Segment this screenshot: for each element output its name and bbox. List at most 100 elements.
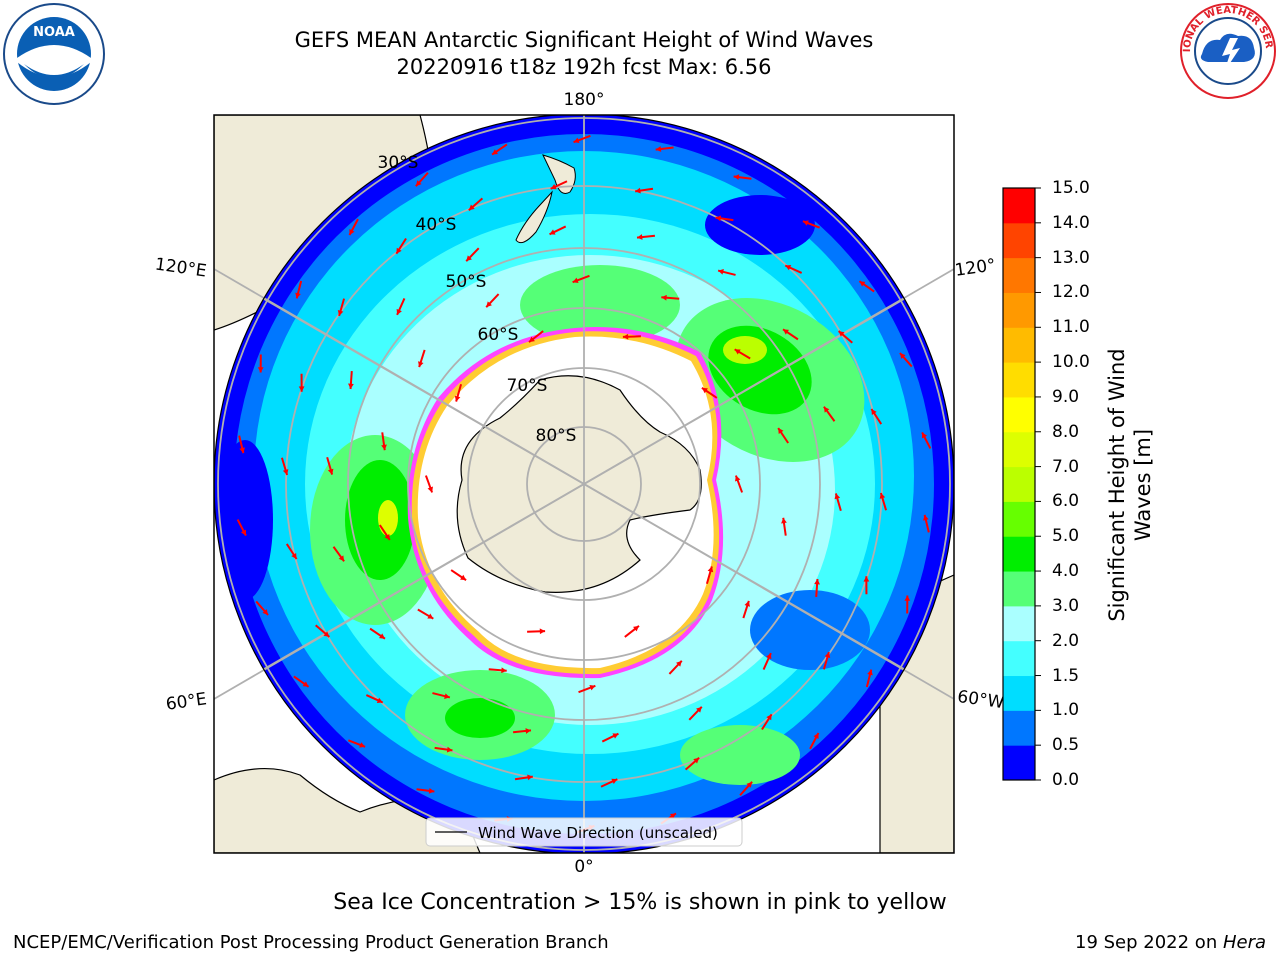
wave-arrow-head	[867, 669, 873, 676]
wave-arrow-head	[637, 234, 643, 240]
wave-arrow-head	[291, 553, 297, 560]
wave-arrow-head	[427, 486, 433, 493]
wave-arrow-head	[327, 468, 334, 475]
lon-label-180: 180°	[564, 90, 605, 110]
wave-arrow-head	[813, 732, 819, 739]
wave-arrow-head	[676, 660, 682, 667]
wave-arrow-head	[734, 349, 741, 355]
colorbar-segment	[1003, 188, 1035, 224]
wave-arrow-head	[696, 706, 702, 713]
colorbar-segment	[1003, 710, 1035, 746]
colorbar-tick-label: 1.5	[1052, 665, 1080, 686]
wave-arrow-head	[871, 408, 877, 415]
wave-arrow-head	[572, 277, 579, 284]
wave-arrow-head	[693, 757, 700, 764]
wave-arrow-head	[778, 428, 784, 435]
wave-arrow-head	[381, 444, 387, 451]
wave-arrow-head	[923, 514, 929, 521]
colorbar-tick-label: 11.0	[1052, 317, 1090, 338]
colorbar-segment	[1003, 327, 1035, 363]
chart-title: GEFS MEAN Antarctic Significant Height o…	[294, 28, 874, 52]
wave-arrow-head	[744, 600, 750, 607]
colorbar-tick-label: 8.0	[1052, 421, 1080, 442]
wave-arrow-head	[707, 566, 714, 573]
wave-arrow-head	[460, 574, 467, 581]
lon-label-0: 0°	[574, 857, 593, 877]
wave-arrow-head	[427, 613, 434, 619]
colorbar-segment	[1003, 605, 1035, 642]
colorbar-tick-label: 12.0	[1052, 282, 1090, 303]
wave-arrow-head	[282, 469, 289, 475]
wave-arrow-head	[257, 367, 264, 373]
wave-arrow-head	[766, 714, 772, 721]
wave-arrow-head	[701, 387, 708, 394]
wave-arrow-head	[323, 631, 330, 637]
wave-arrow-head	[904, 595, 911, 601]
wave-arrow-head	[446, 746, 453, 753]
colorbar-tick-label: 3.0	[1052, 595, 1080, 616]
wave-arrow-head	[384, 533, 390, 540]
colorbar-segment	[1003, 222, 1035, 259]
lon-label-120w: 120°	[954, 255, 997, 281]
colorbar-segment	[1003, 431, 1035, 468]
legend-label: Wind Wave Direction (unscaled)	[478, 824, 718, 842]
wave-arrow-head	[661, 294, 667, 301]
wave-arrow-head	[879, 493, 886, 499]
colorbar-tick-label: 9.0	[1052, 386, 1080, 407]
wave-arrow-head	[859, 281, 866, 287]
colorbar-tick-label: 5.0	[1052, 526, 1080, 547]
wave-arrow-head	[492, 149, 499, 155]
graticule	[214, 115, 954, 853]
wave-arrow-head	[379, 633, 385, 639]
colorbar-tick-label: 4.0	[1052, 561, 1080, 582]
wave-arrow-head	[338, 555, 345, 562]
wave-arrow-head	[302, 681, 309, 687]
wave-arrow-head	[376, 697, 383, 703]
colorbar-segment	[1003, 292, 1035, 328]
wave-arrow-head	[239, 447, 245, 454]
wave-arrow-head	[838, 331, 845, 337]
map-legend: Wind Wave Direction (unscaled)	[425, 817, 743, 847]
colorbar-segment	[1003, 396, 1035, 433]
colorbar-tick-label: 10.0	[1052, 352, 1090, 373]
sea-ice-note: Sea Ice Concentration > 15% is shown in …	[333, 890, 947, 915]
wave-arrow-head	[240, 529, 247, 536]
wave-arrow-head	[396, 247, 402, 254]
colorbar-tick-label: 1.0	[1052, 700, 1080, 721]
wave-arrow-head	[415, 180, 422, 187]
nws-logo: NATIONAL WEATHER SERVICE	[1178, 2, 1276, 99]
wave-arrow-head	[348, 383, 354, 389]
wave-arrow-head	[655, 146, 662, 152]
date-text: 19 Sep 2022 on	[1075, 932, 1223, 953]
colorbar-segment	[1003, 571, 1035, 607]
wave-arrow-head	[899, 353, 906, 359]
colorbar-segment	[1003, 501, 1035, 537]
colorbar-label-line1: Significant Height of Wind	[1105, 348, 1129, 622]
wave-arrow-head	[785, 265, 792, 271]
wave-arrow-head	[549, 229, 556, 235]
colorbar-frame	[1002, 187, 1036, 781]
wave-arrow-head	[766, 653, 772, 660]
wave-arrow-head	[529, 336, 535, 343]
colorbar-segment	[1003, 745, 1035, 781]
lat-label-80s: 80°S	[536, 426, 577, 446]
land-new-zealand-south	[515, 190, 553, 244]
noaa-logo-text: NOAA	[33, 25, 75, 40]
wave-arrow-head	[454, 395, 461, 402]
colorbar-segment	[1003, 536, 1035, 572]
wave-arrow-head	[262, 609, 269, 615]
wave-arrow-head	[635, 187, 641, 194]
lon-label-60w: 60°W	[956, 687, 1005, 713]
wave-arrow-head	[611, 778, 618, 784]
noaa-logo: NOAA	[3, 3, 105, 105]
wave-arrow-head	[359, 742, 366, 748]
colorbar-segment	[1003, 362, 1035, 398]
lon-label-120e: 120°E	[154, 255, 208, 282]
wave-arrow-head	[612, 733, 619, 739]
wave-arrow-head	[589, 684, 596, 691]
wave-arrow-head	[486, 301, 492, 308]
colorbar	[1003, 187, 1041, 781]
colorbar-tick-label: 6.0	[1052, 491, 1080, 512]
colorbar-segment	[1003, 257, 1035, 293]
